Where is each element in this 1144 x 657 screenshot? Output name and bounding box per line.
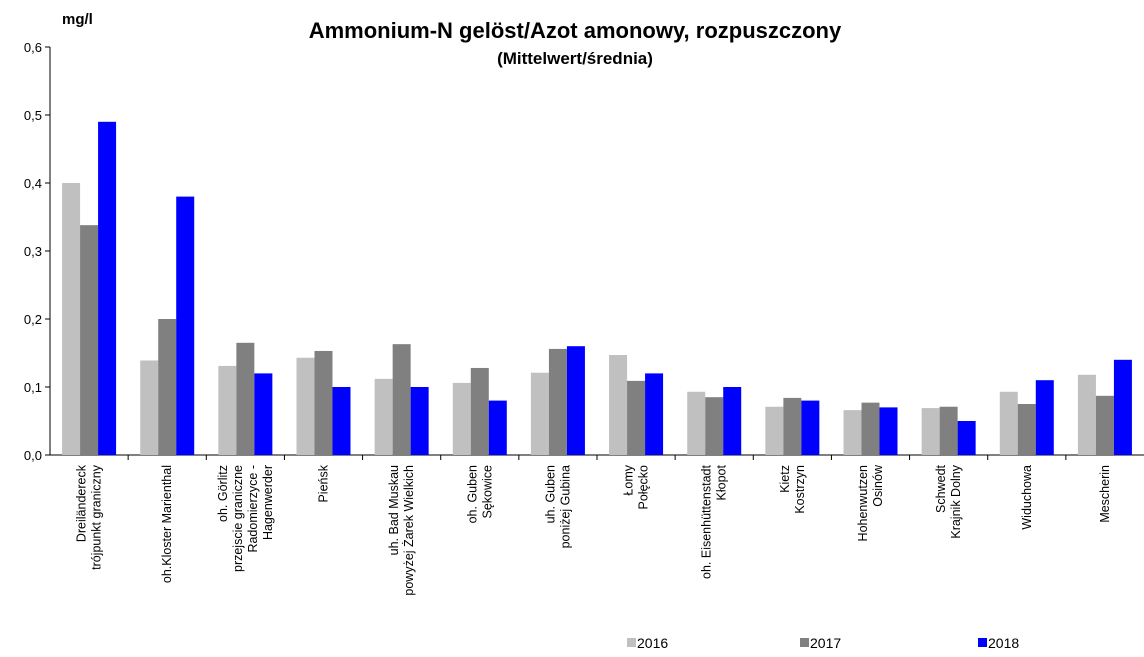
- x-tick-label: Krajnik Dolny: [949, 464, 963, 538]
- bar: [158, 319, 177, 455]
- bar: [566, 346, 585, 455]
- x-tick-label: oh.Kloster Marienthal: [160, 465, 174, 583]
- y-tick-label: 0,3: [24, 244, 42, 259]
- y-tick-label: 0,1: [24, 380, 42, 395]
- chart-subtitle: (Mittelwert/średnia): [497, 49, 653, 68]
- x-tick-label: Pieńsk: [317, 464, 331, 502]
- bar: [548, 348, 567, 455]
- bar: [783, 397, 802, 455]
- legend-label: 2018: [988, 635, 1019, 651]
- y-tick-label: 0,2: [24, 312, 42, 327]
- x-tick-label: trójpunkt graniczny: [90, 464, 104, 570]
- bar: [861, 402, 880, 455]
- bar: [921, 408, 940, 455]
- x-tick-label: Hagenwerder: [261, 465, 275, 540]
- bar: [62, 183, 81, 455]
- x-tick-label: uh. Bad Muskau: [387, 465, 401, 555]
- bar: [374, 378, 393, 455]
- bar: [98, 121, 117, 456]
- bar: [879, 407, 898, 455]
- bar: [957, 421, 976, 455]
- bar: [80, 225, 99, 455]
- bar: [410, 387, 429, 455]
- legend-swatch: [800, 638, 809, 647]
- bar: [1113, 359, 1132, 455]
- x-tick-label: Kłopot: [715, 464, 729, 500]
- x-tick-label: Łomy: [622, 464, 636, 495]
- x-tick-label: przejscie graniczne: [231, 465, 245, 572]
- bar: [1017, 404, 1036, 455]
- x-tick-label: Hohenwutzen: [856, 465, 870, 541]
- bar: [452, 382, 471, 455]
- bar: [1077, 374, 1096, 455]
- legend-swatch: [978, 638, 987, 647]
- bar: [296, 357, 315, 455]
- bar: [254, 373, 273, 455]
- x-tick-label: Połęcko: [637, 465, 651, 510]
- x-tick-label: oh. Görlitz: [216, 465, 230, 522]
- bar: [392, 344, 411, 455]
- bar: [723, 387, 742, 455]
- bar: [843, 410, 862, 455]
- bar: [1035, 380, 1054, 455]
- bar: [218, 365, 237, 455]
- x-tick-label: Osinów: [871, 464, 885, 507]
- bar: [645, 373, 664, 455]
- bar: [705, 397, 724, 455]
- bar: [314, 350, 333, 455]
- bar: [488, 400, 507, 455]
- x-tick-label: powyżej Żarek Wielkich: [402, 465, 416, 596]
- bar: [470, 367, 489, 455]
- x-tick-label: oh. Eisenhüttenstadt: [700, 464, 714, 578]
- y-tick-label: 0,4: [24, 176, 42, 191]
- y-axis-label: mg/l: [62, 11, 93, 28]
- bar: [530, 372, 549, 455]
- bar: [801, 400, 820, 455]
- bar: [765, 406, 784, 455]
- x-tick-label: oh. Guben: [465, 465, 479, 523]
- bar: [332, 387, 351, 455]
- x-tick-label: Radomierzyce -: [246, 465, 260, 553]
- y-tick-label: 0,5: [24, 108, 42, 123]
- bar: [687, 391, 706, 455]
- bar: [939, 406, 958, 455]
- bar: [140, 360, 159, 455]
- x-tick-label: Sękowice: [480, 465, 494, 519]
- x-tick-label: Widuchowa: [1020, 465, 1034, 530]
- y-tick-label: 0,6: [24, 40, 42, 55]
- x-tick-label: poniżej Gubina: [558, 465, 572, 548]
- x-tick-label: Schwedt: [934, 464, 948, 512]
- x-tick-label: Kostrzyn: [793, 465, 807, 514]
- legend-label: 2017: [810, 635, 841, 651]
- bar: [999, 391, 1018, 455]
- legend-label: 2016: [637, 635, 668, 651]
- x-tick-label: Mescherin: [1098, 465, 1112, 523]
- y-tick-label: 0,0: [24, 448, 42, 463]
- legend-swatch: [627, 638, 636, 647]
- x-tick-label: Kietz: [778, 465, 792, 493]
- x-tick-label: Dreiländereck: [75, 464, 89, 542]
- x-tick-label: uh. Guben: [543, 465, 557, 523]
- chart-title: Ammonium-N gelöst/Azot amonowy, rozpuszc…: [309, 18, 842, 43]
- bar: [1095, 395, 1114, 455]
- bar: [176, 196, 195, 455]
- bar: [609, 355, 628, 455]
- bar: [627, 380, 646, 455]
- bar: [236, 342, 255, 455]
